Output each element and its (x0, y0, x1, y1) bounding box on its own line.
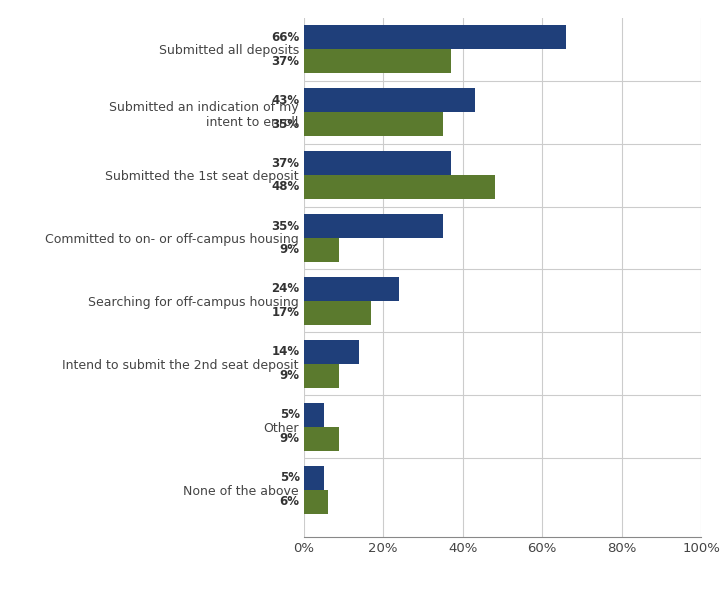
Text: 43%: 43% (272, 94, 299, 107)
Text: 6%: 6% (280, 495, 299, 508)
Bar (304, 175, 495, 199)
Text: 5%: 5% (280, 471, 299, 484)
Text: 35%: 35% (272, 219, 299, 232)
Text: 9%: 9% (280, 369, 299, 382)
Text: 17%: 17% (272, 306, 299, 319)
Bar (304, 88, 474, 112)
Text: 37%: 37% (272, 55, 299, 68)
Bar (304, 49, 451, 73)
Text: 9%: 9% (280, 432, 299, 445)
Bar (304, 340, 359, 364)
Text: 66%: 66% (271, 31, 299, 44)
Bar (304, 112, 442, 136)
Bar (304, 151, 451, 175)
Bar (304, 364, 340, 388)
Bar (304, 277, 399, 301)
Bar (304, 466, 323, 490)
Bar (304, 25, 566, 49)
Text: 9%: 9% (280, 244, 299, 257)
Bar (304, 427, 340, 451)
Bar (304, 214, 442, 238)
Bar (304, 490, 328, 514)
Text: 48%: 48% (271, 181, 299, 194)
Text: 37%: 37% (272, 156, 299, 169)
Text: 14%: 14% (272, 345, 299, 358)
Bar (304, 238, 340, 262)
Text: 24%: 24% (272, 283, 299, 296)
Text: 5%: 5% (280, 408, 299, 421)
Bar (304, 403, 323, 427)
Text: 35%: 35% (272, 117, 299, 130)
Bar (304, 301, 372, 325)
